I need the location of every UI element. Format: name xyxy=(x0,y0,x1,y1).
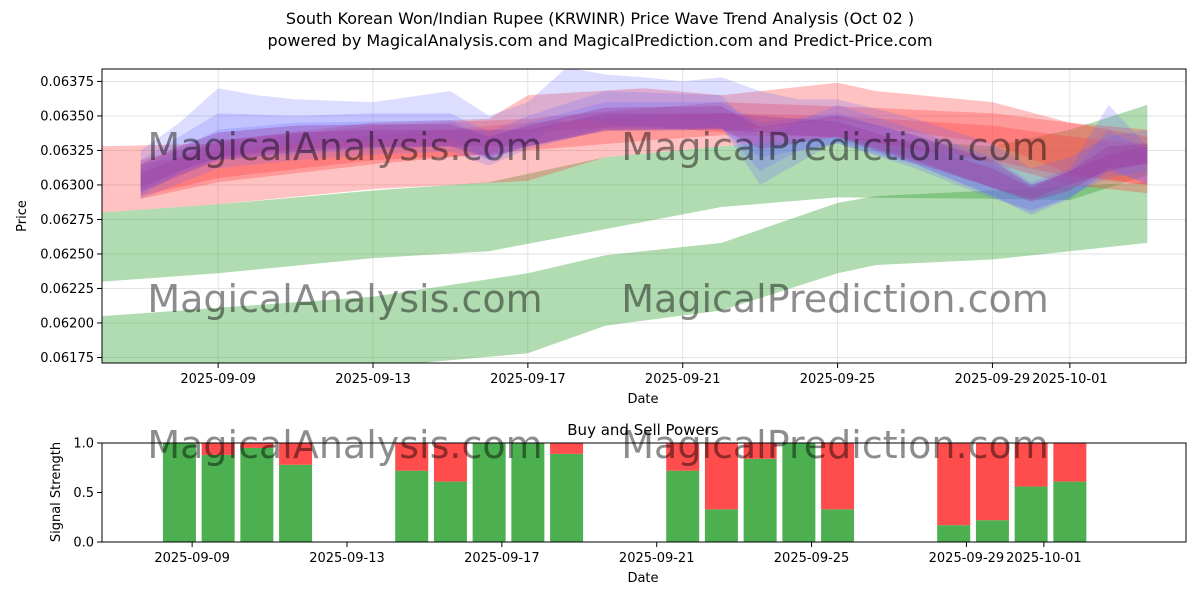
wave-purple-1 xyxy=(140,106,1148,202)
buy-bar-2025-09-08 xyxy=(162,443,196,542)
y-tick-label-0: 0.06175 xyxy=(40,351,94,366)
band-green-upper xyxy=(102,104,1148,282)
buy-bar-2025-09-09 xyxy=(201,454,235,542)
buy-bar-2025-09-15 xyxy=(433,481,467,542)
signal-y-tick-label-0: 0.0 xyxy=(73,536,94,551)
signal-x-tick-label-4: 2025-09-25 xyxy=(774,551,850,566)
band-green-lower xyxy=(102,182,1148,363)
y-tick-label-4: 0.06275 xyxy=(40,213,94,228)
sell-bar-2025-09-18 xyxy=(550,443,584,454)
y-tick-label-8: 0.06375 xyxy=(40,75,94,90)
sell-bar-2025-09-29 xyxy=(975,443,1009,521)
signal-bars xyxy=(162,443,1087,542)
y-tick-label-6: 0.06325 xyxy=(40,144,94,159)
chart-title-line1: South Korean Won/Indian Rupee (KRWINR) P… xyxy=(285,9,915,28)
sell-bar-2025-09-30 xyxy=(1014,443,1048,487)
signal-y-tick-label-2: 1.0 xyxy=(73,437,94,452)
x-tick-label-5: 2025-09-29 xyxy=(955,372,1031,387)
sell-bar-2025-09-10 xyxy=(240,443,274,448)
sell-bar-2025-10-01 xyxy=(1053,443,1087,482)
sell-bar-2025-09-11 xyxy=(279,443,313,465)
price-y-ticks: 0.06175 0.06200 0.06225 0.06250 0.06275 0.063… xyxy=(40,75,102,366)
signal-y-axis-label: Signal Strength xyxy=(49,442,64,542)
x-tick-label-2: 2025-09-17 xyxy=(490,372,566,387)
buy-bar-2025-09-28 xyxy=(937,525,971,542)
band-red-wide xyxy=(102,102,1148,213)
buy-bar-2025-09-22 xyxy=(704,509,738,542)
signal-x-axis-label: Date xyxy=(627,571,658,586)
signal-y-tick-label-1: 0.5 xyxy=(73,486,94,501)
buy-bar-2025-09-21 xyxy=(666,470,700,542)
buy-bar-2025-09-23 xyxy=(743,458,777,542)
buy-bar-2025-09-16 xyxy=(472,443,506,542)
signal-x-tick-label-3: 2025-09-21 xyxy=(619,551,695,566)
band-orange-mid xyxy=(140,113,1148,199)
buy-bar-2025-09-10 xyxy=(240,447,274,542)
signal-x-tick-label-6: 2025-10-01 xyxy=(1006,551,1082,566)
wave-blue-1 xyxy=(140,69,1148,213)
price-axes-frame xyxy=(101,68,1187,364)
signal-y-ticks: 0.0 0.5 1.0 xyxy=(73,437,102,551)
y-tick-label-2: 0.06225 xyxy=(40,282,94,297)
sell-bar-2025-09-21 xyxy=(666,443,700,471)
y-tick-label-5: 0.06300 xyxy=(40,178,94,193)
signal-x-ticks: 2025-09-09 2025-09-13 2025-09-17 2025-09-21… xyxy=(154,542,1082,566)
watermark-prediction-bottom: MagicalPrediction.com xyxy=(621,423,1049,467)
x-tick-label-0: 2025-09-09 xyxy=(180,372,256,387)
signal-x-tick-label-2: 2025-09-17 xyxy=(464,551,540,566)
price-x-ticks: 2025-09-09 2025-09-13 2025-09-17 2025-09-21… xyxy=(180,363,1108,387)
sell-bar-2025-09-09 xyxy=(201,443,235,455)
price-x-axis-label: Date xyxy=(627,392,658,407)
wave-blue-3 xyxy=(140,102,1148,210)
sell-bar-2025-09-25 xyxy=(821,443,855,510)
price-waves xyxy=(140,69,1148,216)
price-grid xyxy=(102,69,1186,363)
buy-bar-2025-09-24 xyxy=(782,443,816,542)
watermark-analysis-top: MagicalAnalysis.com xyxy=(147,125,542,169)
price-y-axis-label: Price xyxy=(15,200,30,232)
y-tick-label-1: 0.06200 xyxy=(40,316,94,331)
buy-bar-2025-09-14 xyxy=(395,470,429,542)
y-tick-label-7: 0.06350 xyxy=(40,109,94,124)
buy-bar-2025-09-30 xyxy=(1014,486,1048,542)
watermark-analysis-bottom: MagicalAnalysis.com xyxy=(147,423,542,467)
buy-bar-2025-10-01 xyxy=(1053,481,1087,542)
sell-bar-2025-09-14 xyxy=(395,443,429,471)
sell-bar-2025-09-22 xyxy=(704,443,738,510)
watermark-prediction-mid: MagicalPrediction.com xyxy=(621,277,1049,321)
buy-bar-2025-09-25 xyxy=(821,509,855,542)
signal-x-tick-label-0: 2025-09-09 xyxy=(154,551,230,566)
sell-bar-2025-09-28 xyxy=(937,443,971,526)
x-tick-label-4: 2025-09-25 xyxy=(800,372,876,387)
buy-bar-2025-09-18 xyxy=(550,453,584,542)
buy-bar-2025-09-17 xyxy=(511,443,545,542)
signal-x-tick-label-1: 2025-09-13 xyxy=(309,551,385,566)
buy-bar-2025-09-29 xyxy=(975,520,1009,542)
wave-blue-2 xyxy=(140,91,1148,216)
signal-chart-title: Buy and Sell Powers xyxy=(567,421,719,439)
sell-bar-2025-09-23 xyxy=(743,443,777,459)
sell-bar-2025-09-15 xyxy=(433,443,467,482)
x-tick-label-3: 2025-09-21 xyxy=(645,372,721,387)
price-bands xyxy=(102,82,1148,363)
band-red-upper xyxy=(140,82,1148,196)
wave-purple-2 xyxy=(140,113,1148,199)
buy-bar-2025-09-11 xyxy=(279,464,313,542)
x-tick-label-1: 2025-09-13 xyxy=(335,372,411,387)
watermark-analysis-mid: MagicalAnalysis.com xyxy=(147,277,542,321)
x-tick-label-6: 2025-10-01 xyxy=(1032,372,1108,387)
signal-x-tick-label-5: 2025-09-29 xyxy=(929,551,1005,566)
watermark-prediction-top: MagicalPrediction.com xyxy=(621,125,1049,169)
y-tick-label-3: 0.06250 xyxy=(40,247,94,262)
chart-title-line2: powered by MagicalAnalysis.com and Magic… xyxy=(267,31,933,50)
